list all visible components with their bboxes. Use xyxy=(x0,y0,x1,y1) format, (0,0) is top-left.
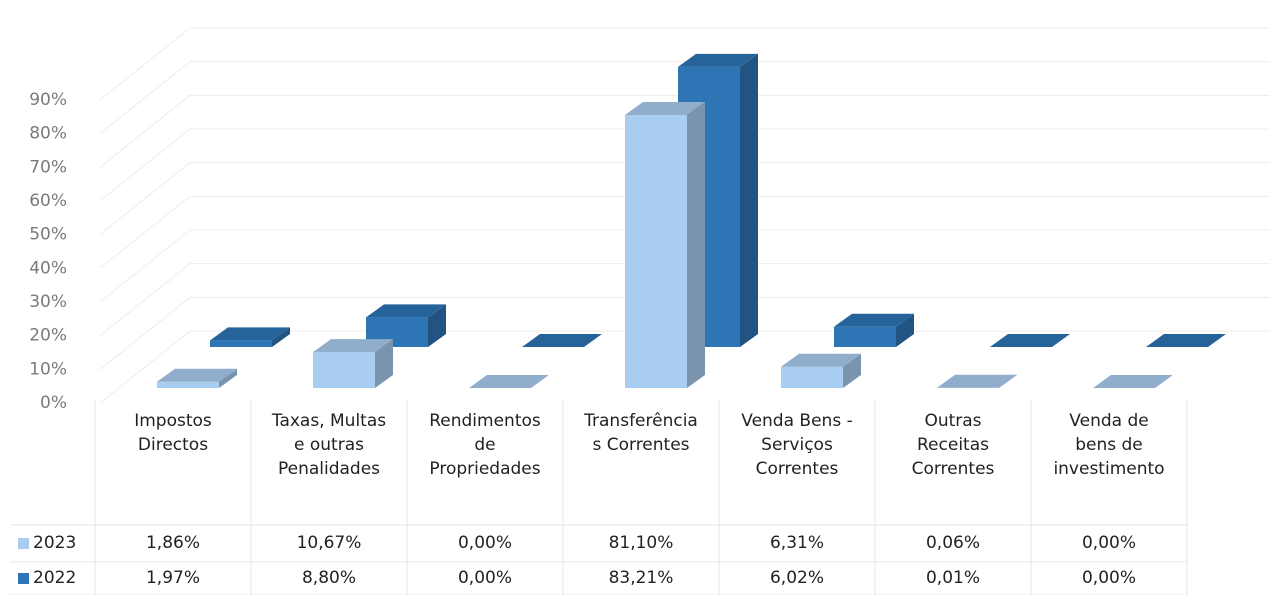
value-label: 0,01% xyxy=(925,567,980,588)
bar-top xyxy=(1146,334,1226,347)
value-label: 81,10% xyxy=(608,532,674,553)
y-tick-label: 10% xyxy=(29,359,67,379)
y-tick-label: 90% xyxy=(29,90,67,110)
y-tick-label: 20% xyxy=(29,326,67,346)
bar xyxy=(157,381,219,388)
category-label: Venda de bens de investimento xyxy=(1053,411,1165,479)
value-label: 83,21% xyxy=(608,567,674,588)
grid-line xyxy=(99,229,1270,303)
category-label: Impostos Directos xyxy=(134,411,212,455)
value-label: 0,00% xyxy=(1081,532,1136,553)
bar-top xyxy=(522,334,602,347)
bar xyxy=(781,366,843,388)
value-label: 1,97% xyxy=(145,567,200,588)
bar xyxy=(834,326,896,347)
legend-label: 2023 xyxy=(33,532,77,553)
value-label: 0,00% xyxy=(1081,567,1136,588)
y-tick-label: 70% xyxy=(29,157,67,177)
legend-swatch xyxy=(18,573,29,584)
value-label: 0,00% xyxy=(457,567,512,588)
legend-swatch xyxy=(18,538,29,549)
legend-label: 2022 xyxy=(33,567,77,588)
bar-side xyxy=(896,313,914,347)
grid-line xyxy=(99,263,1270,337)
bar-side xyxy=(272,327,290,347)
bar xyxy=(210,340,272,347)
grid-line xyxy=(99,61,1270,135)
y-tick-label: 40% xyxy=(29,258,67,278)
bar-top xyxy=(157,368,237,382)
value-label: 0,00% xyxy=(457,532,512,553)
bar-top xyxy=(678,53,758,67)
bar-side xyxy=(740,53,758,347)
bar-side xyxy=(843,353,861,388)
bar-top xyxy=(469,375,549,388)
bar-side xyxy=(1052,333,1070,347)
bar-top xyxy=(990,333,1070,347)
bar-side xyxy=(428,304,446,347)
bar-top xyxy=(625,101,705,115)
bar-top xyxy=(781,353,861,367)
bar-top xyxy=(313,339,393,353)
category-label: Venda Bens - Serviços Correntes xyxy=(741,411,853,479)
y-tick-label: 50% xyxy=(29,225,67,245)
value-label: 0,06% xyxy=(925,532,980,553)
bar-top xyxy=(1093,375,1173,388)
grid-line xyxy=(99,128,1270,202)
grid-line xyxy=(99,162,1270,236)
value-label: 6,02% xyxy=(769,567,824,588)
bar-side xyxy=(375,339,393,388)
value-label: 1,86% xyxy=(145,532,200,553)
category-label: Outras Receitas Correntes xyxy=(911,411,995,479)
value-label: 6,31% xyxy=(769,532,824,553)
bar-side xyxy=(999,374,1017,388)
legend-item: 2023 xyxy=(10,525,95,562)
category-label: Rendimentos de Propriedades xyxy=(429,411,541,479)
y-tick-label: 60% xyxy=(29,191,67,211)
grid-line xyxy=(99,195,1270,269)
bar-top xyxy=(937,374,1017,388)
grid-line xyxy=(99,94,1270,168)
bar xyxy=(625,114,687,389)
bar-side xyxy=(687,101,705,389)
grid-line xyxy=(99,27,1270,101)
y-tick-label: 80% xyxy=(29,124,67,144)
grid-line xyxy=(99,296,1270,370)
bar-top xyxy=(366,304,446,318)
y-tick-label: 0% xyxy=(40,393,67,413)
bar-top xyxy=(834,313,914,327)
value-label: 8,80% xyxy=(301,567,356,588)
bar-top xyxy=(210,327,290,341)
category-label: Taxas, Multas e outras Penalidades xyxy=(271,411,387,479)
legend-item: 2022 xyxy=(10,562,95,595)
value-label: 10,67% xyxy=(296,532,362,553)
bar xyxy=(313,352,375,388)
y-tick-label: 30% xyxy=(29,292,67,312)
category-label: Transferências Correntes xyxy=(584,411,698,455)
bar-side xyxy=(219,368,237,388)
